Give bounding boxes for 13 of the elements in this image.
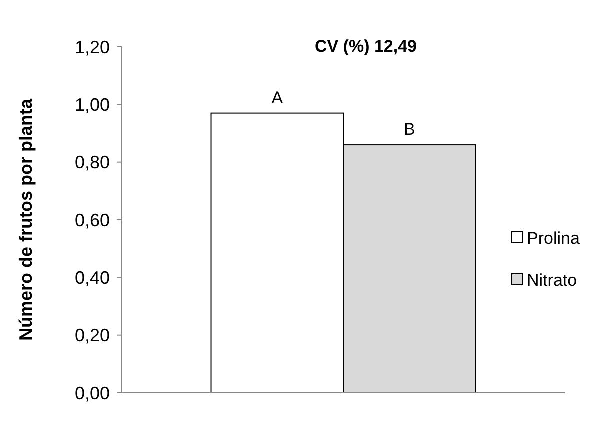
y-axis-title: Número de frutos por planta xyxy=(16,98,36,342)
y-tick-label: 0,20 xyxy=(74,326,110,346)
data-label: B xyxy=(404,120,416,140)
y-tick-label: 0,40 xyxy=(74,268,110,288)
y-tick-label: 0,00 xyxy=(74,383,110,404)
y-tick-label: 0,60 xyxy=(74,210,110,230)
annotation: CV (%) 12,49 xyxy=(314,37,418,56)
legend-label: Nitrato xyxy=(527,270,578,290)
y-tick-label: 1,00 xyxy=(74,94,110,115)
data-label: A xyxy=(272,88,284,108)
y-tick-label: 0,80 xyxy=(74,152,110,173)
legend-label: Prolina xyxy=(527,228,580,248)
y-tick-label: 1,20 xyxy=(74,37,110,58)
